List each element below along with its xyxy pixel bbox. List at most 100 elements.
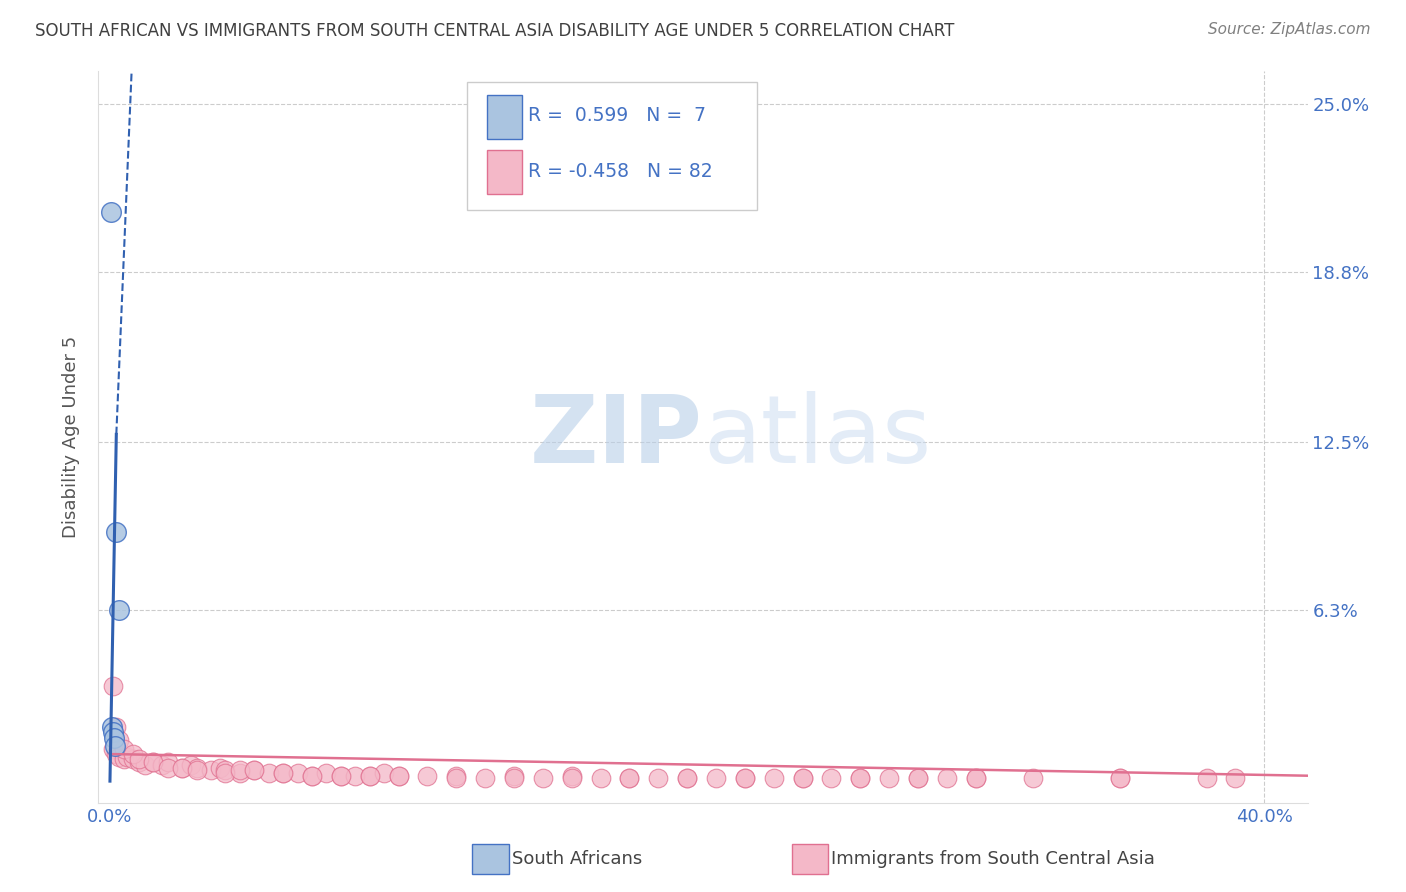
FancyBboxPatch shape bbox=[486, 95, 522, 138]
Point bbox=[387, 769, 409, 783]
Point bbox=[907, 772, 929, 786]
Point bbox=[112, 752, 135, 766]
Point bbox=[907, 772, 929, 786]
FancyBboxPatch shape bbox=[467, 82, 758, 211]
Point bbox=[849, 772, 872, 786]
Point bbox=[150, 757, 173, 772]
Point bbox=[877, 772, 900, 786]
Text: R = -0.458   N = 82: R = -0.458 N = 82 bbox=[527, 162, 713, 181]
Point bbox=[965, 772, 987, 786]
Point bbox=[100, 205, 122, 219]
Point bbox=[1109, 772, 1132, 786]
Point bbox=[142, 755, 165, 769]
Point bbox=[128, 752, 150, 766]
Text: Source: ZipAtlas.com: Source: ZipAtlas.com bbox=[1208, 22, 1371, 37]
Point bbox=[359, 769, 381, 783]
Point bbox=[103, 725, 125, 739]
Point bbox=[101, 679, 124, 693]
Point bbox=[180, 757, 202, 772]
Point bbox=[117, 749, 139, 764]
Point bbox=[243, 764, 266, 778]
Text: R =  0.599   N =  7: R = 0.599 N = 7 bbox=[527, 106, 706, 125]
Point bbox=[1195, 772, 1218, 786]
Point bbox=[734, 772, 756, 786]
Point bbox=[156, 755, 179, 769]
Point bbox=[208, 761, 231, 775]
Point bbox=[474, 772, 496, 786]
Point bbox=[229, 766, 252, 780]
Point bbox=[676, 772, 699, 786]
Point bbox=[849, 772, 872, 786]
Point bbox=[128, 755, 150, 769]
Point bbox=[271, 766, 294, 780]
Point bbox=[112, 741, 135, 756]
Point bbox=[373, 766, 395, 780]
Point bbox=[619, 772, 641, 786]
Point bbox=[503, 769, 526, 783]
Point bbox=[503, 772, 526, 786]
Point bbox=[229, 764, 252, 778]
Point bbox=[647, 772, 669, 786]
Point bbox=[156, 761, 179, 775]
Point bbox=[214, 766, 236, 780]
Point bbox=[329, 769, 352, 783]
Point bbox=[104, 739, 127, 753]
Text: atlas: atlas bbox=[703, 391, 931, 483]
Point bbox=[107, 603, 129, 617]
Point bbox=[301, 769, 323, 783]
Text: SOUTH AFRICAN VS IMMIGRANTS FROM SOUTH CENTRAL ASIA DISABILITY AGE UNDER 5 CORRE: SOUTH AFRICAN VS IMMIGRANTS FROM SOUTH C… bbox=[35, 22, 955, 40]
Point bbox=[676, 772, 699, 786]
Point bbox=[1109, 772, 1132, 786]
Point bbox=[104, 720, 127, 734]
Point bbox=[619, 772, 641, 786]
Point bbox=[589, 772, 612, 786]
Point bbox=[935, 772, 957, 786]
Point bbox=[1225, 772, 1247, 786]
Point bbox=[101, 720, 124, 734]
Text: Immigrants from South Central Asia: Immigrants from South Central Asia bbox=[831, 850, 1154, 868]
Point bbox=[315, 766, 337, 780]
Text: ZIP: ZIP bbox=[530, 391, 703, 483]
Point bbox=[134, 757, 156, 772]
Point bbox=[271, 766, 294, 780]
Point bbox=[243, 764, 266, 778]
Point bbox=[287, 766, 309, 780]
Point bbox=[122, 752, 145, 766]
Point bbox=[344, 769, 367, 783]
Point bbox=[101, 741, 124, 756]
Point bbox=[561, 772, 583, 786]
Point bbox=[329, 769, 352, 783]
Point bbox=[301, 769, 323, 783]
Point bbox=[172, 761, 194, 775]
Text: South Africans: South Africans bbox=[512, 850, 643, 868]
Point bbox=[107, 749, 129, 764]
Point bbox=[820, 772, 842, 786]
Point bbox=[186, 761, 208, 775]
FancyBboxPatch shape bbox=[486, 151, 522, 194]
Point bbox=[103, 731, 125, 745]
Point bbox=[359, 769, 381, 783]
Point bbox=[734, 772, 756, 786]
Point bbox=[214, 764, 236, 778]
Point bbox=[104, 524, 127, 539]
Point bbox=[792, 772, 814, 786]
Point bbox=[387, 769, 409, 783]
Y-axis label: Disability Age Under 5: Disability Age Under 5 bbox=[62, 336, 80, 538]
Point bbox=[1022, 772, 1045, 786]
Point bbox=[186, 764, 208, 778]
Point bbox=[200, 764, 222, 778]
Point bbox=[107, 733, 129, 747]
Point bbox=[142, 755, 165, 769]
Point bbox=[446, 769, 468, 783]
Point bbox=[257, 766, 280, 780]
Point bbox=[561, 769, 583, 783]
Point bbox=[104, 747, 127, 761]
Point bbox=[122, 747, 145, 761]
Point bbox=[416, 769, 439, 783]
Point bbox=[172, 761, 194, 775]
Point bbox=[965, 772, 987, 786]
Point bbox=[446, 772, 468, 786]
Point bbox=[762, 772, 785, 786]
Point bbox=[531, 772, 554, 786]
Point bbox=[704, 772, 727, 786]
